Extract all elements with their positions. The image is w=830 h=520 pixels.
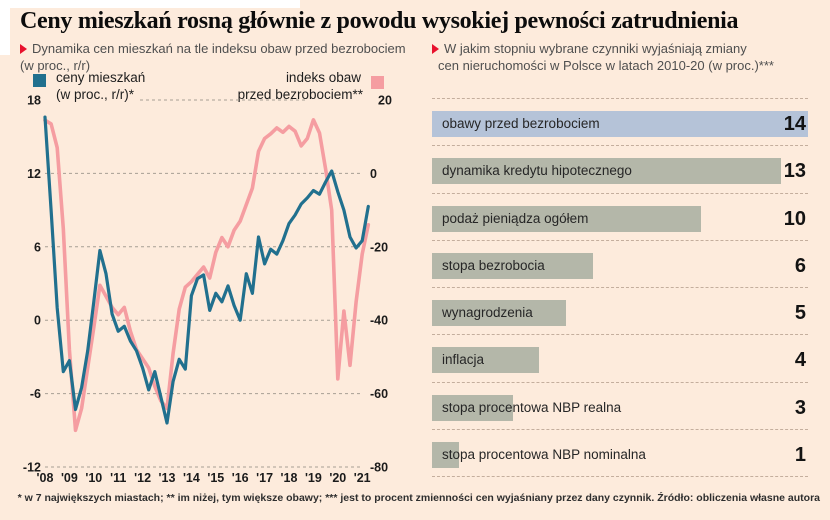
- x-axis-tick: '09: [61, 471, 78, 485]
- bar-row: stopa procentowa NBP nominalna 1: [432, 429, 808, 476]
- bar-value: 10: [783, 207, 806, 230]
- left-axis-tick: 18: [27, 94, 41, 108]
- bar-row: stopa procentowa NBP realna 3: [432, 381, 808, 429]
- bar-row: obawy przed bezrobociem 14: [432, 98, 808, 145]
- series-fear-index: [43, 118, 371, 433]
- footnote: * w 7 największych miastach; ** im niżej…: [17, 492, 820, 504]
- x-axis-tick: '16: [232, 471, 249, 485]
- bar: [432, 347, 540, 374]
- bar-row: dynamika kredytu hipotecznego 13: [432, 145, 808, 192]
- bar-value: 6: [794, 254, 806, 277]
- bar-label: stopa bezrobocia: [442, 257, 545, 273]
- x-axis-tick: '19: [305, 471, 322, 485]
- bar-chart: obawy przed bezrobociem 14 dynamika kredyt…: [432, 98, 808, 478]
- left-axis-tick: -12: [23, 461, 41, 475]
- page-title: Ceny mieszkań rosną głównie z powodu wys…: [20, 8, 739, 34]
- right-axis-tick: -60: [370, 387, 388, 401]
- x-axis-tick: '15: [207, 471, 224, 485]
- x-axis-tick: '11: [110, 471, 126, 485]
- bar-value: 4: [794, 349, 806, 372]
- bar-value: 14: [783, 113, 806, 135]
- legend-label-home-prices-line1: ceny mieszkań: [56, 70, 146, 85]
- x-axis-tick: '08: [37, 471, 54, 485]
- series-home-prices: [43, 115, 370, 425]
- right-axis-tick: -20: [370, 240, 388, 254]
- x-axis-tick: '14: [183, 471, 200, 485]
- legend-label-fear-index-line1: indeks obaw: [285, 70, 361, 85]
- bar-value: 1: [794, 444, 806, 467]
- line-chart-subtitle-line1: Dynamika cen mieszkań na tle indeksu oba…: [20, 41, 406, 56]
- left-axis-tick: 12: [27, 167, 41, 181]
- bar-row: stopa bezrobocia 6: [432, 239, 808, 287]
- left-axis-tick: 0: [34, 314, 41, 328]
- x-axis-tick: '13: [159, 471, 176, 485]
- bar-chart-subtitle-line1: W jakim stopniu wybrane czynniki wyjaśni…: [432, 41, 747, 56]
- legend-swatch-home-prices: [33, 74, 46, 87]
- bar-label: inflacja: [442, 352, 485, 368]
- legend-label-fear-index-line2: przed bezrobociem**: [237, 87, 363, 102]
- legend-swatch-fear-index: [371, 76, 384, 89]
- bar-label: stopa procentowa NBP realna: [442, 399, 622, 415]
- bar-row: wynagrodzenia 5: [432, 287, 808, 334]
- bar-label: stopa procentowa NBP nominalna: [442, 447, 646, 463]
- page-margin-left: [0, 0, 10, 55]
- bar-chart-subtitle-line2: cen nieruchomości w Polsce w latach 2010…: [438, 58, 774, 73]
- bar-chart-bottom-divider: [432, 476, 808, 478]
- right-axis-tick: -80: [370, 461, 388, 475]
- bar: [432, 394, 513, 421]
- bar: [432, 158, 782, 185]
- page-margin-top: [0, 0, 300, 8]
- legend-label-home-prices-line2: (w proc., r/r)*: [56, 87, 135, 102]
- bar: [432, 111, 808, 137]
- bar-label: dynamika kredytu hipotecznego: [442, 163, 632, 179]
- bar: [432, 252, 594, 279]
- x-axis-tick: '20: [329, 471, 346, 485]
- red-arrow-icon: [20, 44, 27, 54]
- bar-value: 5: [794, 302, 806, 325]
- x-axis-tick: '12: [134, 471, 151, 485]
- left-axis-tick: 6: [34, 240, 41, 254]
- bar-label: obawy przed bezrobociem: [442, 116, 600, 131]
- bar-label: podaż pieniądza ogółem: [442, 210, 589, 226]
- x-axis-tick: '18: [281, 471, 298, 485]
- line-chart-subtitle-line2: (w proc., r/r): [20, 58, 91, 73]
- bar-value: 3: [794, 396, 806, 419]
- bar: [432, 442, 459, 469]
- x-axis-tick: '10: [85, 471, 102, 485]
- bar: [432, 300, 567, 327]
- x-axis-tick: '21: [354, 471, 371, 485]
- right-axis-tick: 0: [370, 167, 377, 181]
- left-axis-tick: -6: [30, 387, 41, 401]
- x-axis-tick: '17: [256, 471, 273, 485]
- bar-label: wynagrodzenia: [442, 305, 533, 321]
- bar: [432, 205, 701, 232]
- bar-row: inflacja 4: [432, 334, 808, 381]
- right-axis-tick: 20: [378, 94, 392, 108]
- red-arrow-icon: [432, 44, 439, 54]
- bar-row: podaż pieniądza ogółem 10: [432, 192, 808, 240]
- right-axis-tick: -40: [370, 314, 388, 328]
- bar-value: 13: [783, 160, 806, 183]
